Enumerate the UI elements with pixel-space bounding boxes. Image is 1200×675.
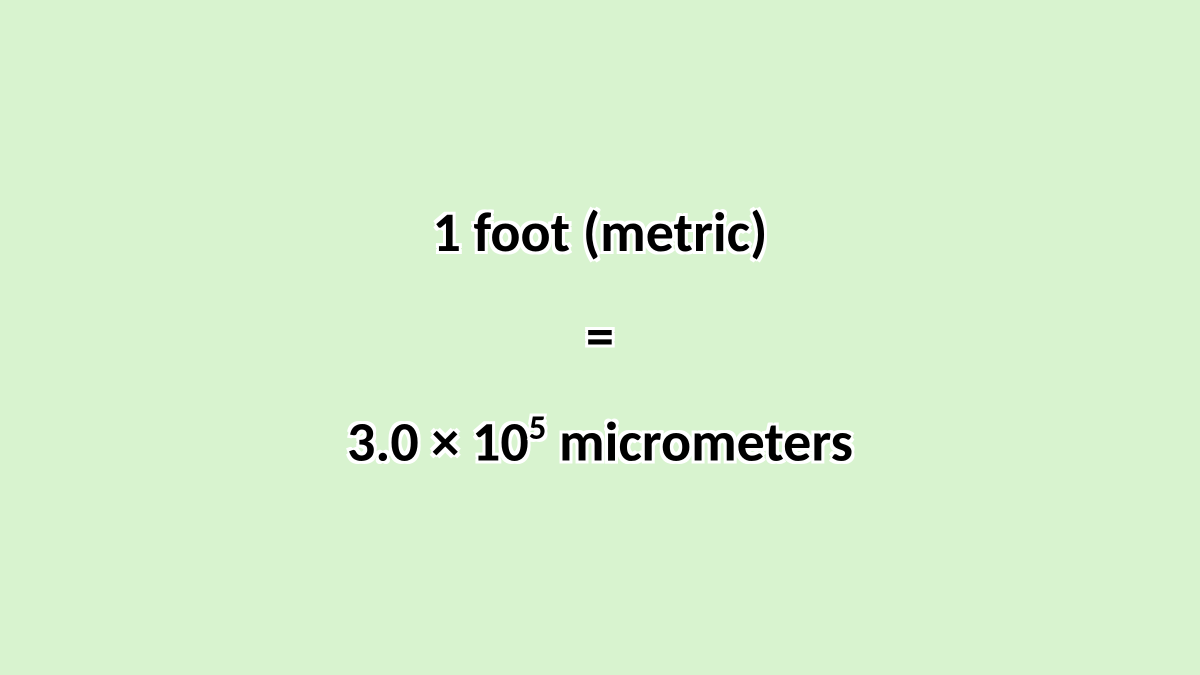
line3-suffix: micrometers [546,408,853,476]
conversion-equals: = [586,309,614,365]
line3-prefix: 3.0 × 10 [347,408,529,476]
conversion-line-1: 1 foot (metric) [433,205,768,261]
line3-exponent: 5 [529,407,547,449]
conversion-line-3: 3.0 × 105 micrometers [347,413,853,471]
